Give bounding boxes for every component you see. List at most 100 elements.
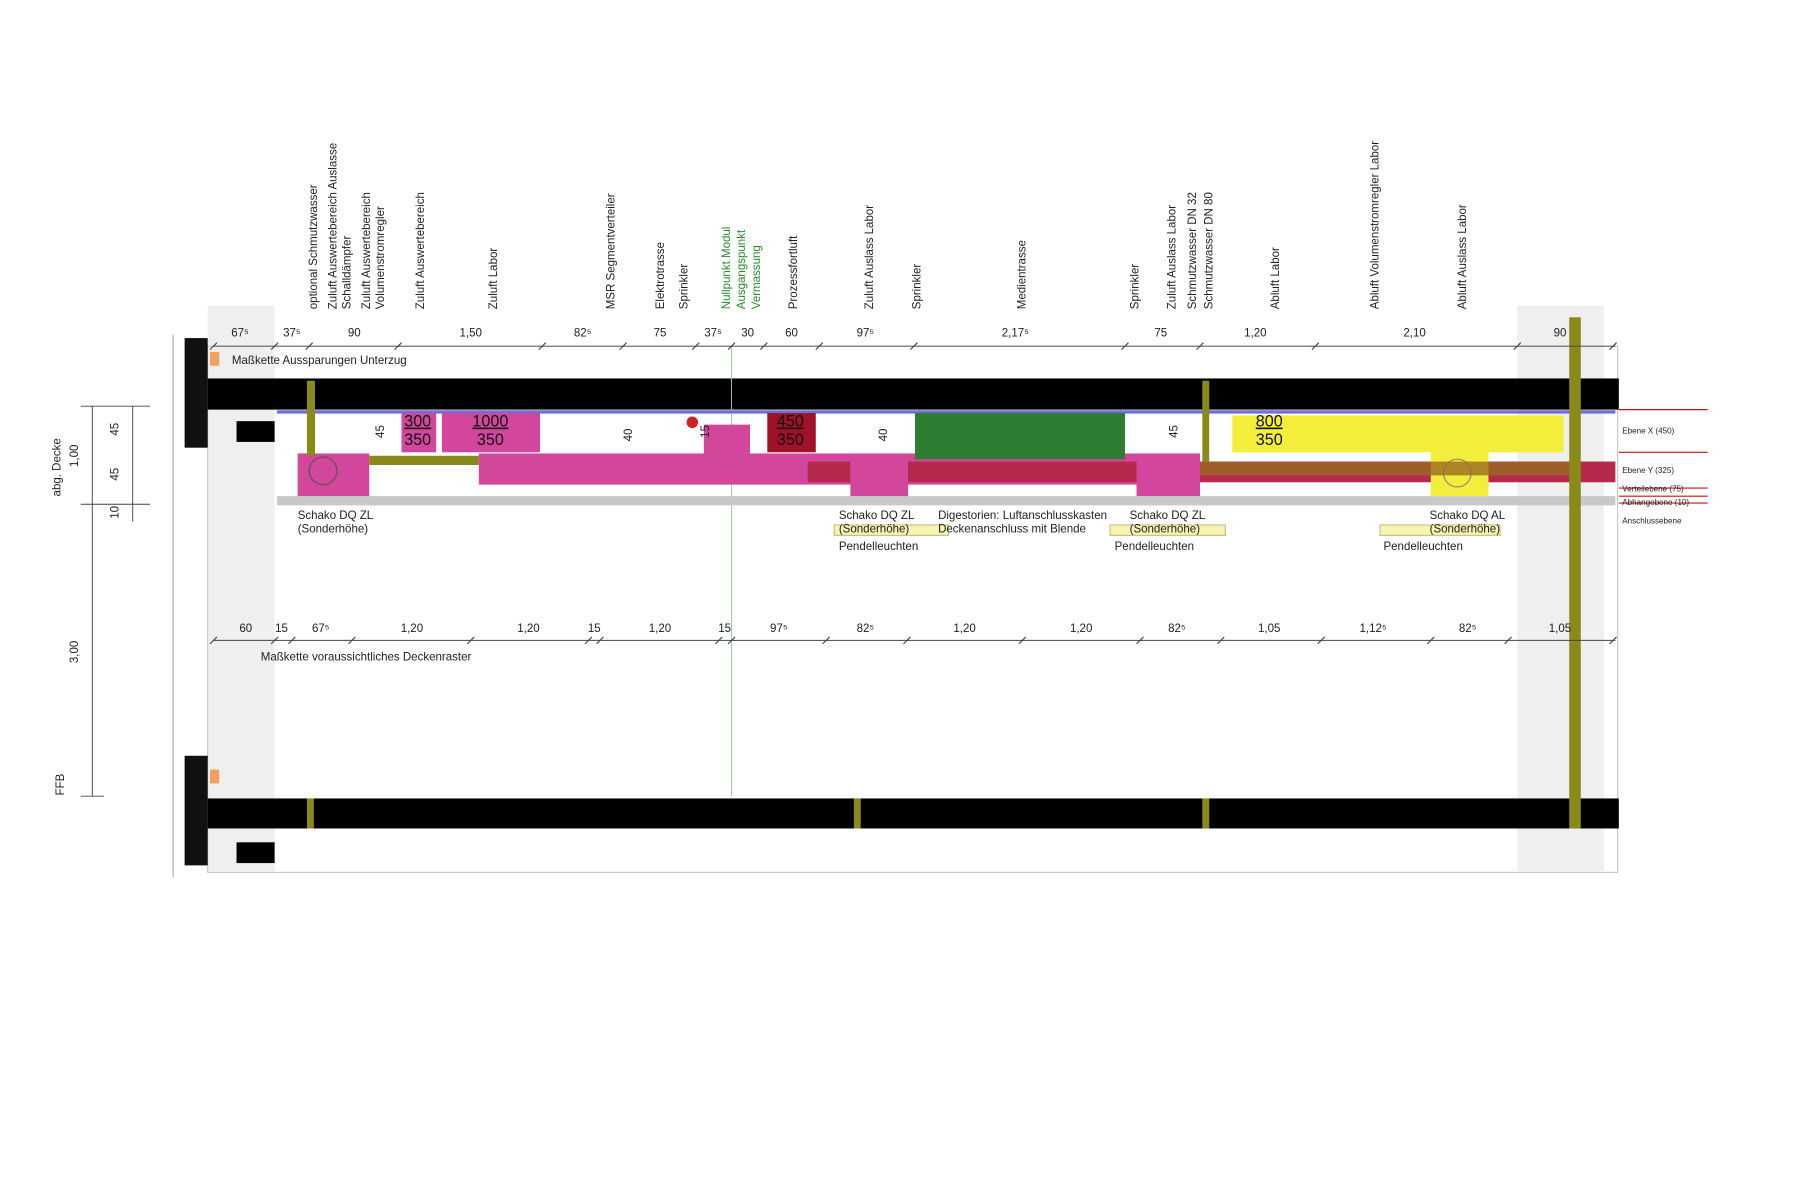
duct-height: 15 [700, 425, 712, 438]
bottom-dimension: 1,20 [649, 623, 671, 635]
dimension-tick [394, 342, 402, 351]
level-lines [1618, 409, 1708, 504]
bottom-dimension: 1,05 [1258, 623, 1280, 635]
duct-size: 800 [1256, 413, 1283, 431]
top-dimension: 67⁵ [231, 328, 249, 340]
top-dimension: 75 [654, 328, 667, 340]
dimension-tick [270, 342, 279, 351]
component-label: Volumenstromregler [375, 206, 387, 309]
dimension-tick [822, 636, 831, 645]
dimension-tick [1216, 636, 1225, 645]
dimension-tick [1121, 342, 1129, 351]
annotation: Pendelleuchten [839, 541, 918, 553]
annotation: Digestorien: Luftanschlusskasten [938, 510, 1107, 522]
dimension-tick [1136, 636, 1144, 645]
duct-size: 350 [477, 431, 504, 449]
dimension-tick [1311, 342, 1320, 351]
level-label: Anschlussebene [1622, 517, 1682, 526]
top-dimension: 1,50 [460, 328, 482, 340]
component-label: Sprinkler [678, 264, 690, 310]
dimension-tick [209, 636, 218, 645]
dimension-tick [209, 342, 218, 351]
top-dimension: 2,10 [1403, 328, 1425, 340]
bottom-dimension: 1,12⁵ [1359, 623, 1386, 635]
component-label: Elektrotrasse [655, 242, 667, 309]
duct-height: 45 [1169, 425, 1181, 438]
level-label: Ebene X (450) [1622, 427, 1674, 436]
dimension-tick [759, 342, 768, 351]
level-label: Ebene Y (325) [1622, 466, 1674, 475]
dimension-tick [903, 636, 911, 645]
component-label: Abluft Auslass Labor [1457, 204, 1469, 309]
level-label: Abhangebene (10) [1622, 498, 1689, 507]
bottom-dimension: 1,20 [401, 623, 423, 635]
component-label: Zuluft Auslass Labor [864, 205, 876, 310]
ducts [297, 317, 1616, 829]
component-label: Zuluft Auslass Labor [1166, 205, 1178, 310]
bottom-dimension: 1,20 [517, 623, 539, 635]
top-dimension: 82⁵ [574, 328, 592, 340]
top-dimension: 75 [1154, 328, 1167, 340]
top-dimension: 2,17⁵ [1002, 328, 1029, 340]
dimension-tick [348, 636, 356, 645]
bottom-chain-title: Maßkette voraussichtliches Deckenraster [261, 652, 472, 664]
structure [172, 305, 1619, 877]
component-label: Prozessfortluft [788, 235, 800, 309]
component-label: Schalldämpfer [341, 235, 353, 309]
top-chain-title: Maßkette Aussparungen Unterzug [232, 355, 407, 367]
component-label: Abluft Volumenstromregler Labor [1369, 141, 1381, 310]
annotation: Schako DQ AL [1430, 510, 1506, 522]
dimension-tick [1609, 636, 1617, 645]
height-dimension: 1,00 [69, 445, 81, 467]
top-dimension: 90 [1554, 328, 1567, 340]
dimension-tick [909, 342, 918, 351]
annotation: (Sonderhöhe) [1130, 524, 1201, 536]
component-label: Sprinkler [911, 264, 923, 310]
bottom-dimension: 1,05 [1549, 623, 1571, 635]
height-dimension: 3,00 [69, 641, 81, 663]
dimension-tick [305, 342, 314, 351]
component-label: Schmutzwasser DN 32 [1187, 192, 1199, 309]
dimension-tick [466, 636, 475, 645]
zero-point-label: Ausgangspunkt [736, 229, 748, 309]
bottom-dimension: 1,20 [1070, 623, 1092, 635]
dimension-tick [288, 636, 296, 645]
dimension-tick [1426, 636, 1435, 645]
dimension-tick [1513, 342, 1522, 351]
duct-size: 1000 [472, 413, 508, 431]
annotation: (Sonderhöhe) [839, 524, 910, 536]
light-boxes [833, 524, 1501, 536]
component-label: MSR Segmentverteiler [606, 193, 618, 309]
duct-height: 40 [878, 429, 890, 442]
height-dimension: abg. Decke [52, 438, 64, 496]
level-label: Verteilebene (75) [1622, 484, 1684, 493]
annotation: Pendelleuchten [1383, 541, 1462, 553]
zero-point-label: Vermassung [751, 245, 763, 309]
component-label: Zuluft Labor [488, 248, 500, 310]
dimension-tick [584, 636, 593, 645]
top-dimension: 1,20 [1244, 328, 1266, 340]
height-dimension: 45 [109, 468, 121, 481]
dimension-tick [727, 342, 736, 351]
bottom-dimension: 67⁵ [312, 623, 330, 635]
top-dimension: 30 [741, 328, 754, 340]
top-dimension: 97⁵ [857, 328, 875, 340]
dimension-tick [714, 636, 723, 645]
component-label: Abluft Labor [1270, 247, 1282, 309]
dimension-tick [619, 342, 627, 351]
bottom-dimension: 15 [588, 623, 601, 635]
bottom-dimension: 82⁵ [1459, 623, 1477, 635]
height-dimension: 45 [109, 423, 121, 436]
bottom-dimension: 82⁵ [857, 623, 875, 635]
top-dimension: 60 [785, 328, 798, 340]
height-dimension: 10 [109, 506, 121, 519]
duct-height: 45 [375, 425, 387, 438]
bottom-dimension: 82⁵ [1168, 623, 1186, 635]
annotation: (Sonderhöhe) [1430, 524, 1501, 536]
zero-point-label: Nullpunkt Modul [721, 227, 733, 310]
annotation: Schako DQ ZL [1130, 510, 1206, 522]
duct-size: 300 [404, 413, 431, 431]
dimension-tick [1018, 636, 1027, 645]
